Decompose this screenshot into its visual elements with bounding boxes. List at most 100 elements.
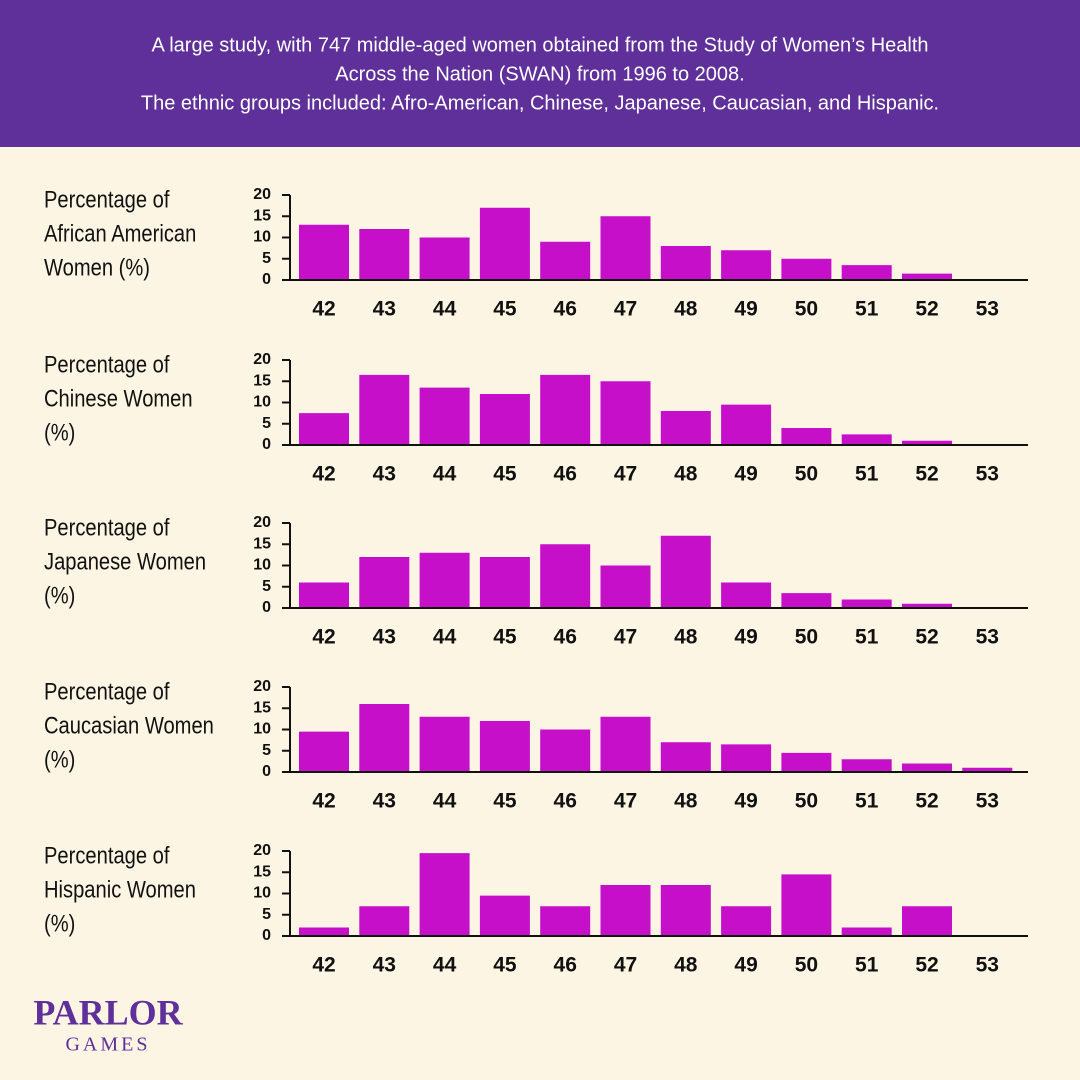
x-tick-label: 42 bbox=[312, 298, 335, 321]
bar bbox=[721, 906, 772, 936]
bar bbox=[419, 237, 470, 280]
bar bbox=[540, 544, 591, 608]
bar bbox=[479, 394, 530, 445]
x-tick-label: 45 bbox=[493, 954, 517, 977]
x-tick-label: 45 bbox=[493, 298, 517, 321]
x-tick-label: 52 bbox=[915, 626, 938, 649]
x-tick-label: 48 bbox=[674, 298, 698, 321]
x-tick-label: 44 bbox=[433, 626, 457, 649]
bar bbox=[600, 885, 651, 936]
x-tick-label: 45 bbox=[493, 790, 517, 813]
bar bbox=[600, 716, 651, 772]
chart-title: (%) bbox=[44, 419, 75, 446]
x-tick-label: 49 bbox=[734, 954, 757, 977]
chart-title: (%) bbox=[44, 910, 75, 937]
bar bbox=[902, 440, 952, 445]
y-tick-label: 5 bbox=[262, 250, 271, 267]
y-tick-label: 5 bbox=[262, 906, 271, 923]
bar bbox=[419, 552, 470, 608]
x-tick-label: 48 bbox=[674, 954, 698, 977]
y-tick-label: 10 bbox=[253, 394, 271, 411]
bar bbox=[359, 704, 410, 772]
x-tick-label: 46 bbox=[554, 954, 577, 977]
chart-title: Percentage of bbox=[44, 186, 170, 213]
x-tick-label: 50 bbox=[795, 954, 818, 977]
x-tick-label: 52 bbox=[915, 463, 938, 486]
bar bbox=[419, 387, 470, 445]
bar bbox=[902, 273, 952, 280]
x-tick-label: 48 bbox=[674, 790, 698, 813]
x-tick-label: 50 bbox=[795, 790, 818, 813]
y-tick-label: 20 bbox=[253, 186, 271, 203]
bar bbox=[721, 250, 772, 280]
bar bbox=[479, 721, 530, 772]
y-tick-label: 15 bbox=[253, 863, 271, 880]
bar bbox=[962, 767, 1013, 772]
x-tick-label: 44 bbox=[433, 790, 457, 813]
x-tick-label: 42 bbox=[312, 626, 335, 649]
x-tick-label: 52 bbox=[915, 790, 938, 813]
y-tick-label: 0 bbox=[262, 763, 271, 780]
chart-title: (%) bbox=[44, 582, 75, 609]
chart-title: Hispanic Women bbox=[44, 876, 196, 903]
x-tick-label: 44 bbox=[433, 298, 457, 321]
y-tick-label: 20 bbox=[253, 514, 271, 531]
y-tick-label: 0 bbox=[262, 927, 271, 944]
y-tick-label: 10 bbox=[253, 229, 271, 246]
header-line: A large study, with 747 middle-aged wome… bbox=[151, 34, 928, 56]
x-tick-label: 47 bbox=[614, 626, 637, 649]
bar bbox=[299, 413, 349, 445]
x-tick-label: 51 bbox=[855, 463, 879, 486]
x-tick-label: 43 bbox=[373, 790, 396, 813]
y-tick-label: 20 bbox=[253, 351, 271, 368]
chart-title: Caucasian Women bbox=[44, 712, 214, 739]
x-tick-label: 42 bbox=[312, 790, 335, 813]
x-tick-label: 44 bbox=[433, 463, 457, 486]
chart-title: Chinese Women bbox=[44, 385, 193, 412]
header-band bbox=[0, 0, 1080, 147]
bar bbox=[841, 599, 892, 608]
logo-sub: GAMES bbox=[65, 1034, 150, 1056]
bar bbox=[781, 593, 832, 608]
x-tick-label: 43 bbox=[373, 298, 396, 321]
bar bbox=[359, 374, 410, 445]
x-tick-label: 50 bbox=[795, 298, 818, 321]
bar bbox=[660, 246, 711, 280]
x-tick-label: 53 bbox=[976, 790, 999, 813]
x-tick-label: 53 bbox=[976, 298, 999, 321]
y-tick-label: 15 bbox=[253, 207, 271, 224]
bar bbox=[600, 381, 651, 445]
bar bbox=[479, 557, 530, 608]
x-tick-label: 47 bbox=[614, 954, 637, 977]
x-tick-label: 50 bbox=[795, 626, 818, 649]
x-tick-label: 43 bbox=[373, 626, 396, 649]
y-tick-label: 15 bbox=[253, 372, 271, 389]
bar bbox=[540, 374, 591, 445]
chart-title: (%) bbox=[44, 746, 75, 773]
y-tick-label: 10 bbox=[253, 557, 271, 574]
y-tick-label: 15 bbox=[253, 535, 271, 552]
y-tick-label: 0 bbox=[262, 271, 271, 288]
bar bbox=[841, 927, 892, 936]
bar bbox=[781, 258, 832, 280]
x-tick-label: 43 bbox=[373, 954, 396, 977]
bar bbox=[660, 885, 711, 936]
x-tick-label: 48 bbox=[674, 463, 698, 486]
x-tick-label: 49 bbox=[734, 463, 757, 486]
bar bbox=[660, 535, 711, 608]
chart-title: Percentage of bbox=[44, 514, 170, 541]
header-line: The ethnic groups included: Afro-America… bbox=[141, 92, 939, 114]
logo-name: PARLOR bbox=[33, 992, 183, 1032]
bar bbox=[419, 853, 470, 936]
x-tick-label: 51 bbox=[855, 790, 879, 813]
bar bbox=[902, 603, 952, 608]
bar bbox=[359, 229, 410, 280]
y-tick-label: 5 bbox=[262, 578, 271, 595]
x-tick-label: 49 bbox=[734, 790, 757, 813]
x-tick-label: 46 bbox=[554, 626, 577, 649]
x-tick-label: 48 bbox=[674, 626, 698, 649]
y-tick-label: 5 bbox=[262, 742, 271, 759]
y-tick-label: 10 bbox=[253, 885, 271, 902]
